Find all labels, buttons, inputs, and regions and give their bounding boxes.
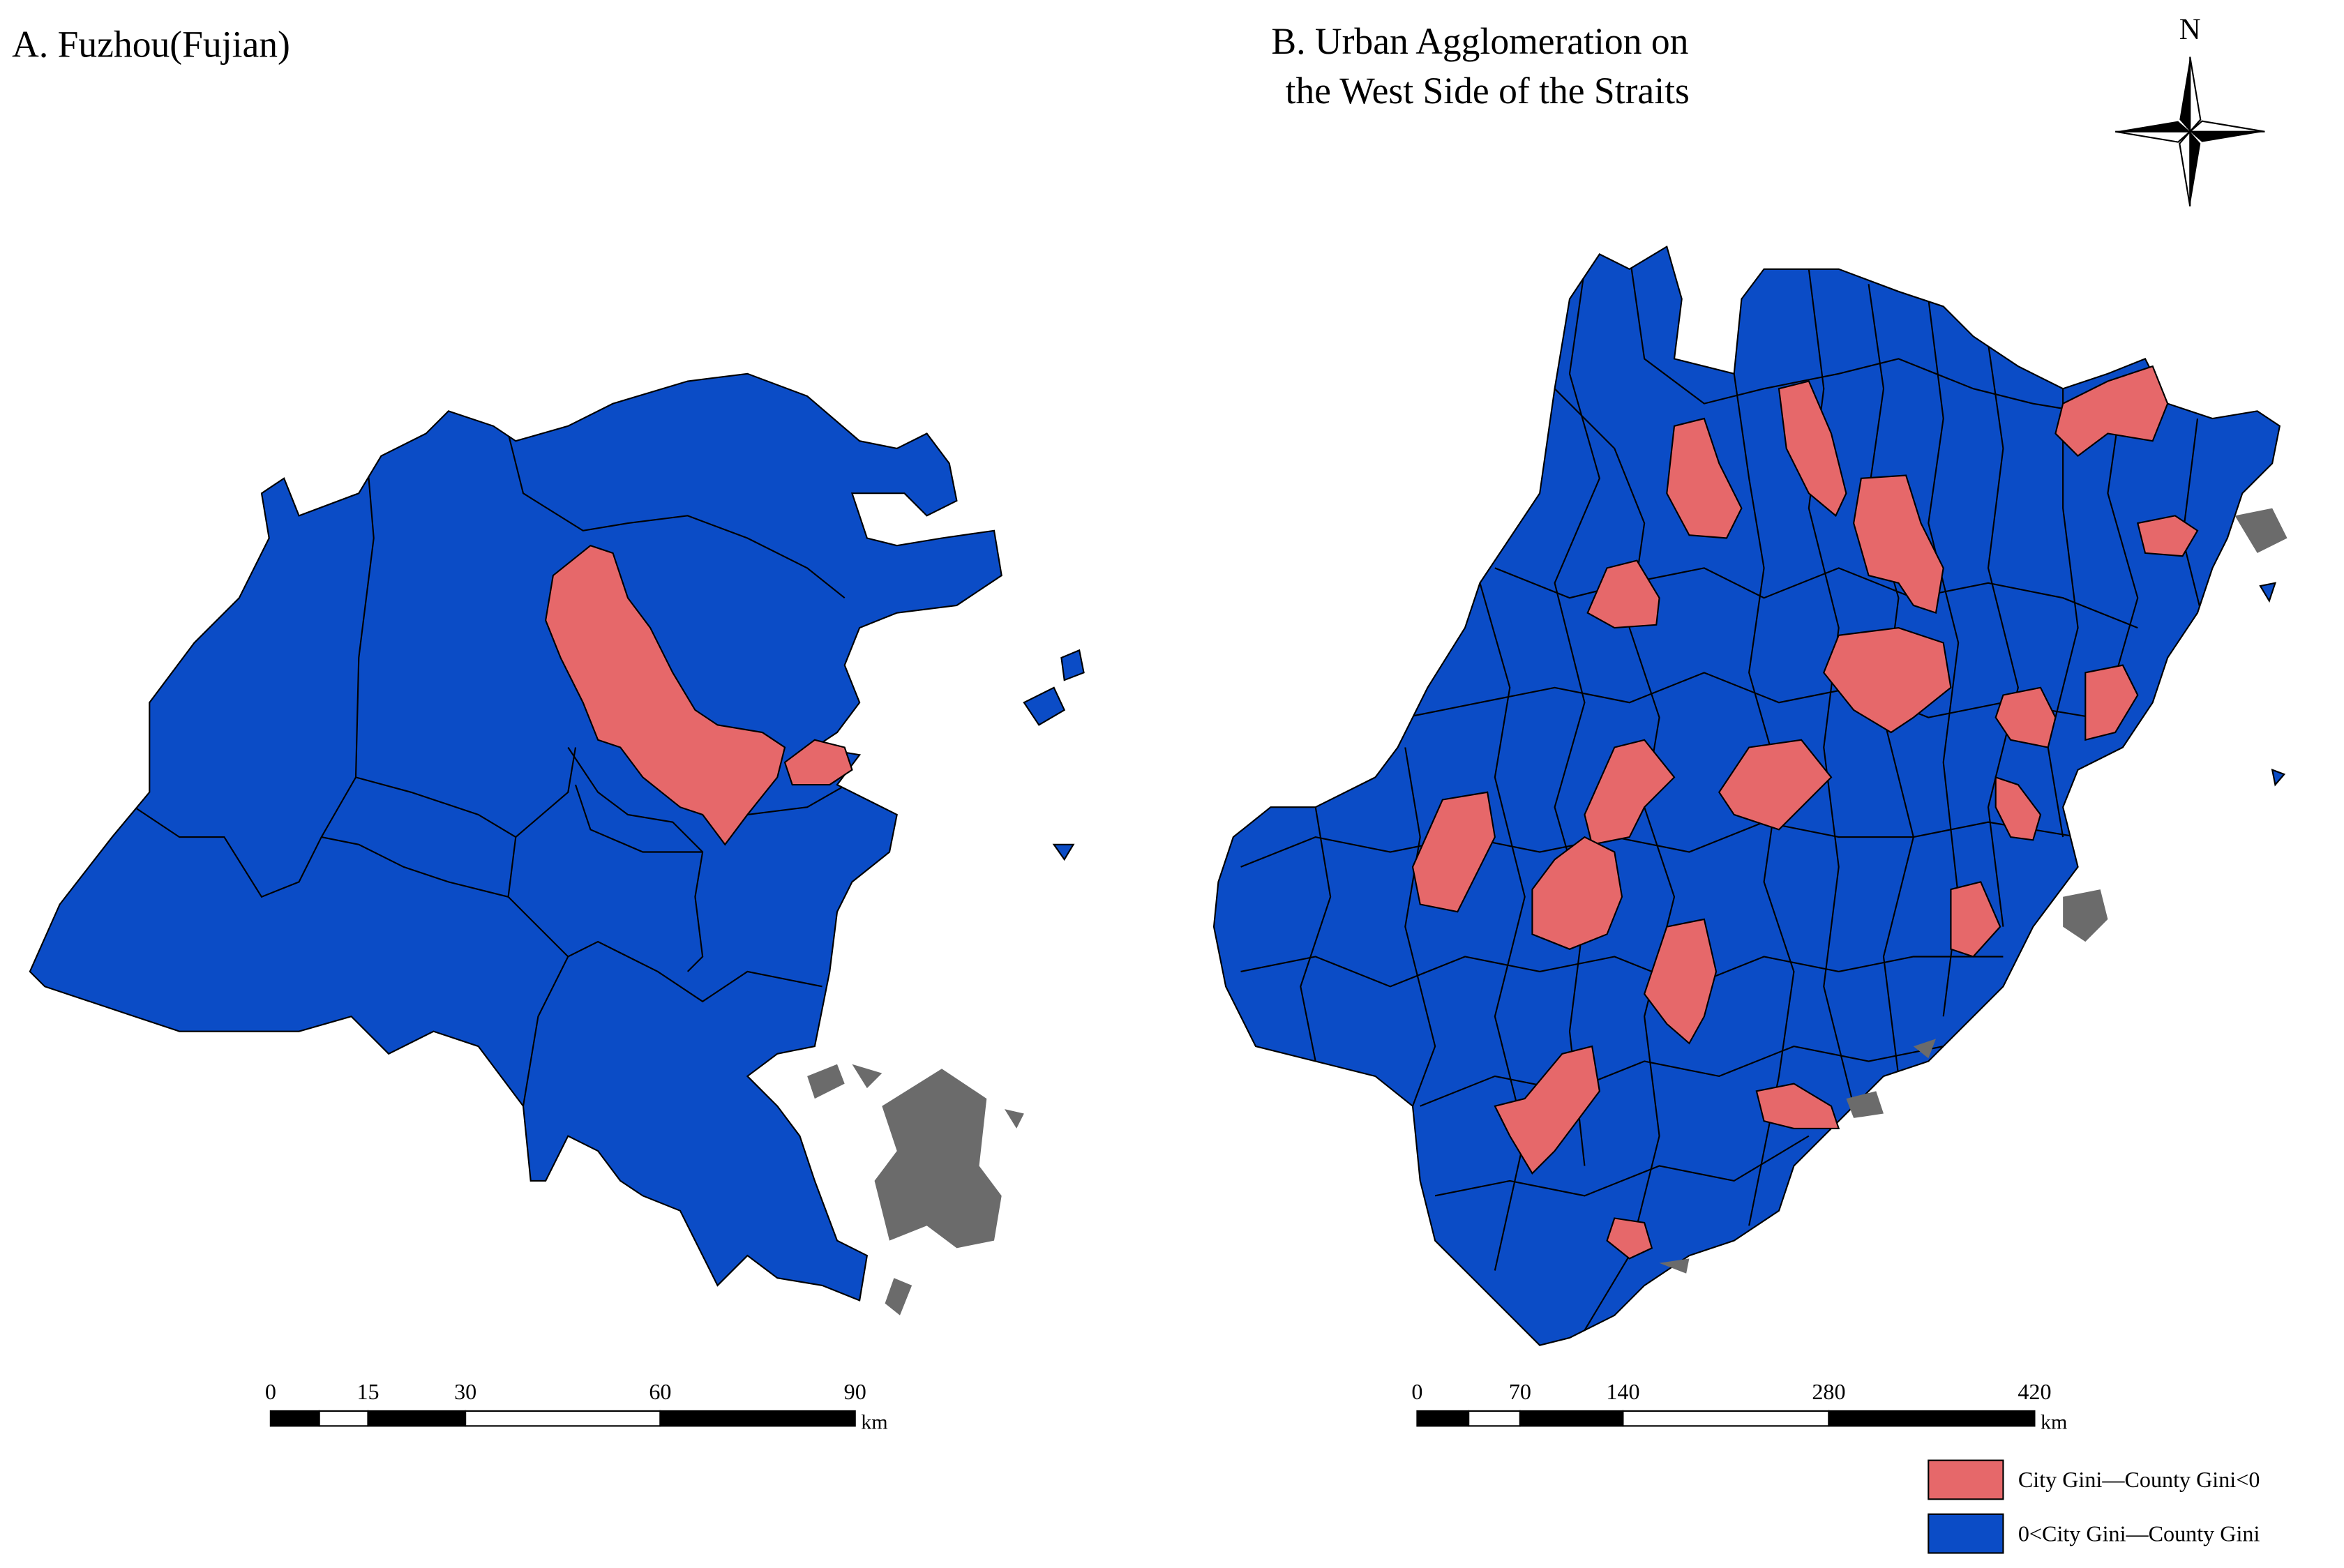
scale-tick-label: 420 [2018, 1379, 2051, 1404]
north-label: N [2179, 13, 2201, 46]
scale-tick-label: 0 [265, 1379, 276, 1404]
scale-segment [367, 1410, 467, 1427]
scale-segment [1468, 1410, 1522, 1427]
legend-swatch [1928, 1459, 2004, 1500]
negative-regions [1411, 365, 2199, 1260]
scale-tick-label: 60 [649, 1379, 671, 1404]
scale-segment [318, 1410, 369, 1427]
scale-segment [269, 1410, 320, 1427]
legend-label: 0<City Gini—County Gini [2018, 1521, 2260, 1546]
scale-tick-label: 90 [844, 1379, 866, 1404]
scale-tick-label: 70 [1509, 1379, 1531, 1404]
panel-a-title: A. Fuzhou(Fujian) [12, 23, 290, 65]
scale-tick-label: 30 [454, 1379, 476, 1404]
scale-segment [1519, 1410, 1624, 1427]
map-b [1212, 246, 2287, 1346]
map-a [29, 372, 1085, 1316]
scale-segment [1828, 1410, 2036, 1427]
legend-label: City Gini—County Gini<0 [2018, 1467, 2260, 1492]
north-arrow: N [2114, 13, 2265, 206]
scale-unit: km [2041, 1411, 2067, 1434]
scale-segment [659, 1410, 856, 1427]
legend-swatch [1928, 1513, 2004, 1554]
scale-tick-label: 15 [356, 1379, 379, 1404]
panel-b-title: the West Side of the Straits [1285, 70, 1689, 112]
legend: City Gini—County Gini<0 0<City Gini—Count… [1928, 1459, 2260, 1554]
scale-tick-label: 0 [1411, 1379, 1422, 1404]
scale-tick-label: 280 [1812, 1379, 1845, 1404]
scale-tick-label: 140 [1606, 1379, 1639, 1404]
scale-segment [1622, 1410, 1830, 1427]
panel-b-title: B. Urban Agglomeration on [1271, 20, 1688, 62]
scale-unit: km [861, 1411, 887, 1434]
scale-bars: 0 15 30 60 90 km 0 70 140 280 420 km [265, 1379, 2068, 1434]
scale-segment [1416, 1410, 1470, 1427]
scale-segment [465, 1410, 661, 1427]
